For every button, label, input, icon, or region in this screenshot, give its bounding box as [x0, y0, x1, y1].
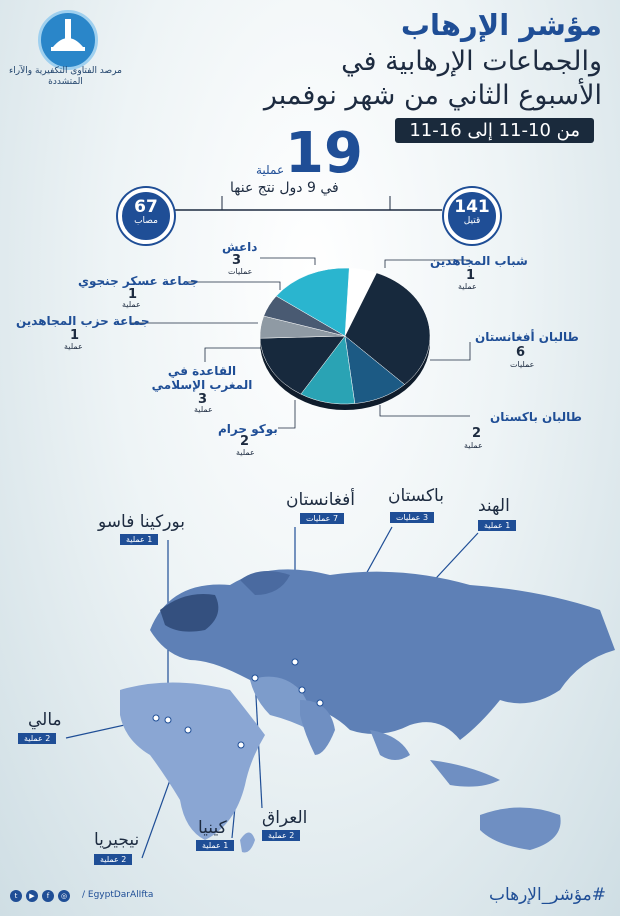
country-badge-nigeria: 2 عملية [94, 854, 133, 865]
pie-slice [259, 335, 346, 395]
operations-label: عملية [256, 163, 285, 177]
operations-count: 19 [285, 121, 363, 186]
group-unit-taliban-afghanistan: عمليات [510, 360, 535, 369]
dar-al-ifta-logo [38, 10, 98, 70]
country-name-burkina-faso: بوركينا فاسو [98, 512, 185, 532]
group-count-boko-haram: 2 [240, 434, 250, 449]
world-map [120, 569, 615, 853]
killed-label: قتيل [463, 216, 481, 226]
group-count-taliban-pakistan: 2 [472, 426, 482, 441]
pie-slice [344, 272, 431, 385]
date-range-badge: من 10-11 إلى 16-11 [395, 118, 594, 143]
group-unit-aqim: عملية [194, 405, 213, 414]
country-badge-afghanistan: 7 عمليات [300, 513, 345, 524]
injured-count: 67 [134, 197, 158, 217]
country-badge-iraq: 2 عملية [262, 830, 301, 841]
twitter-icon[interactable]: t [10, 890, 22, 902]
country-badge-mali: 2 عملية [18, 733, 57, 744]
facebook-icon[interactable]: f [42, 890, 54, 902]
group-count-hizb-mujahideen: 1 [70, 328, 80, 343]
groups-pie-chart [259, 267, 431, 410]
group-label-hizb-mujahideen: جماعة حزب المجاهدين [16, 314, 150, 328]
country-badge-india: 1 عملية [478, 520, 517, 531]
group-unit-hizb-mujahideen: عملية [64, 342, 83, 351]
group-unit-boko-haram: عملية [236, 448, 255, 457]
country-badge-kenya: 1 عملية [196, 840, 235, 851]
injured-label: مصاب [134, 216, 158, 226]
country-name-pakistan: باكستان [388, 486, 444, 506]
country-name-mali: مالي [28, 710, 62, 730]
country-name-india: الهند [478, 496, 510, 516]
title-line-2: والجماعات الإرهابية في [341, 46, 602, 77]
country-badge-burkina-faso: 1 عملية [120, 534, 159, 545]
group-label-daesh: داعش [222, 240, 258, 254]
killed-count: 141 [454, 197, 490, 217]
injured-circle: 67 مصاب [118, 188, 174, 244]
country-name-afghanistan: أفغانستان [286, 490, 355, 510]
group-label-taliban-afghanistan: طالبان أفغانستان [475, 330, 579, 344]
group-unit-askar-jhangvi: عملية [122, 300, 141, 309]
title-line-1: مؤشر الإرهاب [400, 8, 602, 42]
youtube-icon[interactable]: ▶ [26, 890, 38, 902]
group-count-aqim: 3 [198, 392, 208, 407]
group-label-taliban-pakistan: طالبان باكستان [490, 410, 582, 424]
countries-text: في 9 دول نتج عنها [230, 180, 339, 196]
group-label-aqim: القاعدة في المغرب الإسلامي [151, 364, 253, 392]
group-unit-daesh: عمليات [228, 267, 253, 276]
country-name-nigeria: نيجيريا [94, 830, 140, 850]
country-name-iraq: العراق [262, 808, 308, 828]
country-name-kenya: كينيا [198, 818, 227, 838]
pie-slice [275, 267, 350, 337]
footer-url[interactable]: / EgyptDarAlIfta [82, 890, 154, 900]
group-unit-taliban-pakistan: عملية [464, 441, 483, 450]
group-count-daesh: 3 [232, 253, 242, 268]
group-count-askar-jhangvi: 1 [128, 287, 138, 302]
title-line-3: الأسبوع الثاني من شهر نوفمبر [263, 80, 602, 111]
group-unit-shabab: عملية [458, 282, 477, 291]
logo-caption: مرصد الفتاوى التكفيرية والآراء المتشددة [9, 66, 122, 87]
country-badge-pakistan: 3 عمليات [390, 512, 435, 523]
group-count-taliban-afghanistan: 6 [516, 345, 526, 360]
footer-hashtag: #مؤشر_الإرهاب [488, 885, 606, 905]
mosque-emblem-icon [51, 19, 85, 51]
killed-circle: 141 قتيل [444, 188, 500, 244]
group-count-shabab: 1 [466, 268, 476, 283]
group-label-shabab: شباب المجاهدين [430, 254, 528, 268]
group-label-boko-haram: بوكو حرام [218, 422, 278, 436]
group-label-askar-jhangvi: جماعة عسكر جنجوي [78, 274, 199, 288]
instagram-icon[interactable]: ◎ [58, 890, 70, 902]
